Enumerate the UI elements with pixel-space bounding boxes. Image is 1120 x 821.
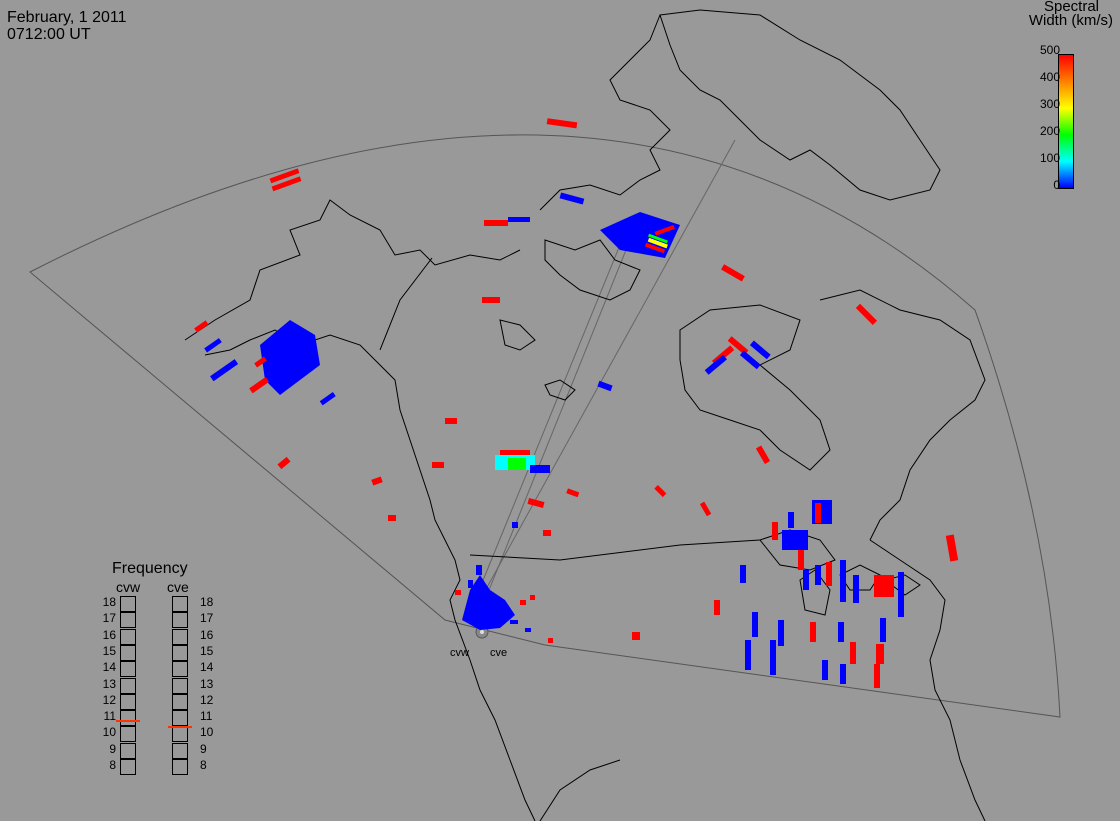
frequency-scale-label: 8: [200, 758, 207, 772]
frequency-cell-cvw: [120, 693, 136, 710]
date-label: February, 1 2011: [7, 9, 127, 26]
frequency-marker-cve: [168, 726, 192, 729]
frequency-cell-cve: [172, 596, 188, 612]
colorbar-tick: 300: [1039, 97, 1060, 111]
frequency-cell-cvw: [120, 644, 136, 661]
colorbar-tick: 0: [1053, 178, 1060, 192]
backscatter-great-lakes: [714, 500, 959, 688]
frequency-scale-label: 9: [109, 741, 116, 756]
frequency-cell-cvw: [120, 596, 136, 612]
frequency-marker-cvw: [116, 719, 140, 722]
frequency-cell-cvw: [120, 742, 136, 759]
field-of-view-outline: [29, 134, 1061, 718]
frequency-scale-label: 11: [200, 709, 213, 724]
frequency-cell-cve: [172, 726, 188, 743]
backscatter-central: [277, 380, 613, 536]
frequency-label-cve: cve: [167, 579, 189, 595]
colorbar-tick: 400: [1039, 70, 1060, 84]
colorbar-tick: 100: [1039, 151, 1060, 165]
frequency-scale-label: 11: [103, 709, 116, 724]
frequency-cell-cve: [172, 644, 188, 661]
frequency-cell-cve: [172, 612, 188, 629]
frequency-scale-label: 9: [200, 741, 207, 756]
backscatter-near-fan: [455, 565, 553, 643]
beam-line: [474, 244, 621, 601]
frequency-scale-label: 16: [200, 627, 214, 642]
frequency-scale-label: 16: [102, 627, 116, 642]
frequency-cell-cve: [172, 661, 188, 678]
frequency-cell-cvw: [120, 710, 136, 727]
colorbar-title: Spectral: [1043, 0, 1099, 15]
backscatter-arctic: [482, 118, 878, 326]
frequency-cell-cve: [172, 677, 188, 694]
frequency-scale-label: 12: [102, 692, 116, 707]
beam-line: [484, 244, 629, 601]
frequency-cell-cve: [172, 693, 188, 710]
frequency-cell-cvw: [120, 628, 136, 645]
frequency-scale-label: 14: [102, 660, 116, 675]
frequency-cell-cvw: [120, 677, 136, 694]
colorbar-tick: 500: [1039, 43, 1060, 57]
frequency-scale-label: 13: [102, 676, 116, 691]
frequency-cell-cve: [172, 759, 188, 775]
frequency-scale-label: 14: [200, 660, 214, 675]
frequency-cell-cvw: [120, 726, 136, 743]
frequency-scale-label: 15: [102, 643, 116, 658]
time-label: 0712:00 UT: [7, 26, 91, 43]
frequency-scale-label: 15: [200, 643, 214, 658]
frequency-scale-label: 8: [109, 758, 116, 772]
radar-label-east: cve: [490, 647, 508, 659]
frequency-label-cvw: cvw: [116, 579, 141, 595]
frequency-scale-label: 18: [102, 595, 116, 609]
colorbar-units: Width (km/s): [1028, 12, 1113, 29]
colorbar-tick: 200: [1039, 124, 1060, 138]
frequency-cell-cve: [172, 710, 188, 727]
frequency-scale-label: 17: [200, 611, 214, 626]
frequency-cell-cve: [172, 628, 188, 645]
frequency-scale-label: 13: [200, 676, 214, 691]
radar-site-center: [480, 630, 484, 634]
backscatter-alaska: [194, 168, 336, 406]
frequency-cell-cve: [172, 742, 188, 759]
frequency-scale-label: 12: [200, 692, 214, 707]
radar-label-west: cvw: [450, 647, 469, 659]
backscatter-hudson: [632, 336, 771, 640]
beam-line: [479, 139, 736, 601]
frequency-scale-label: 10: [102, 725, 116, 740]
frequency-scale-label: 18: [200, 595, 214, 609]
frequency-cell-cvw: [120, 612, 136, 629]
colorbar-gradient: [1058, 54, 1074, 189]
frequency-scale-label: 10: [200, 725, 214, 740]
frequency-cell-cvw: [120, 759, 136, 775]
frequency-title: Frequency: [112, 560, 188, 577]
frequency-cell-cvw: [120, 661, 136, 678]
coastlines: [184, 9, 986, 821]
frequency-scale-label: 17: [102, 611, 116, 626]
